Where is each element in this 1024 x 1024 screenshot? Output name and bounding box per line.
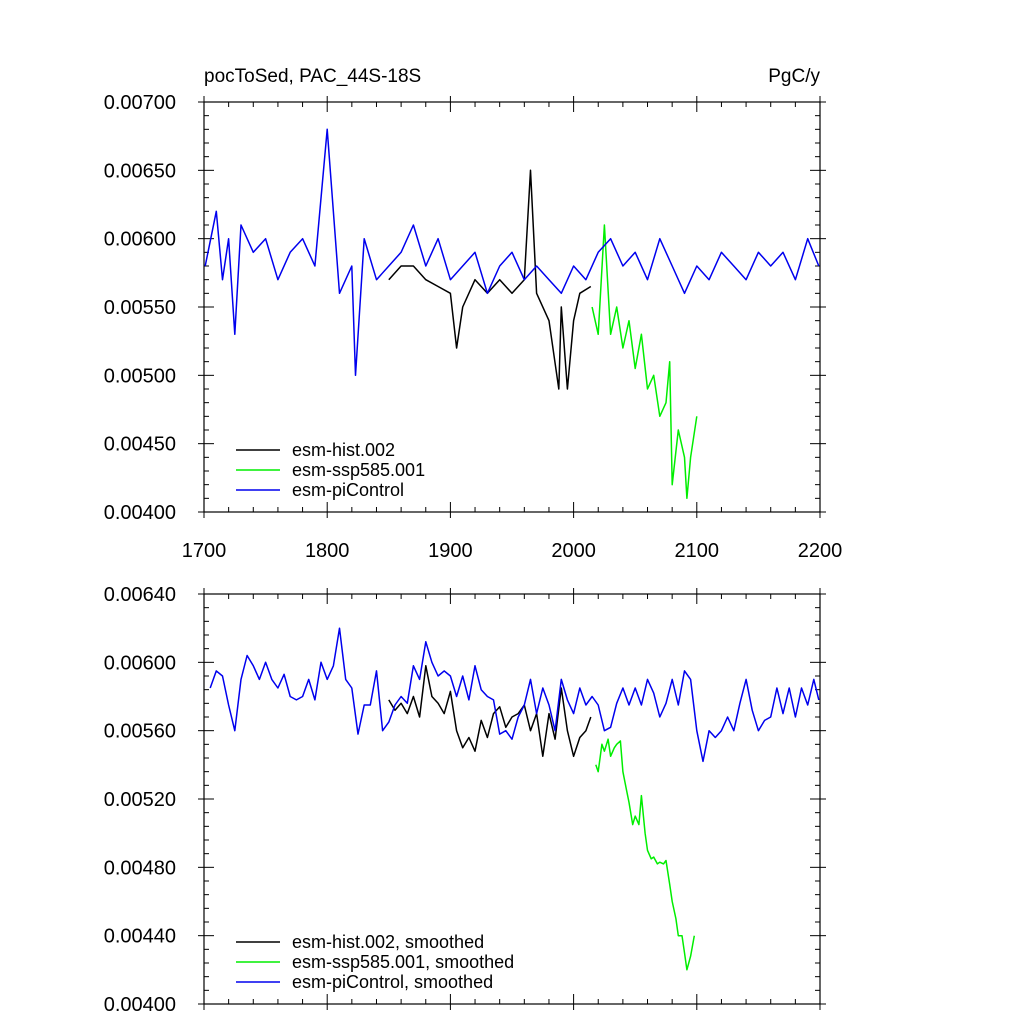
top-y-tick-label: 0.00550 <box>104 297 176 319</box>
top-series-line-2 <box>591 224 698 500</box>
bottom-legend-label-1: esm-hist.002, smoothed <box>292 932 484 952</box>
bottom-y-tick-label: 0.00600 <box>104 652 176 674</box>
top-y-tick-label: 0.00650 <box>104 160 176 182</box>
top-x-tick-label: 2000 <box>551 540 596 562</box>
top-series-line-1 <box>388 169 592 390</box>
top-x-tick-label: 2200 <box>798 540 843 562</box>
top-x-tick-label: 2100 <box>675 540 720 562</box>
top-x-tick-label: 1900 <box>428 540 473 562</box>
top-y-tick-label: 0.00450 <box>104 434 176 456</box>
top-x-tick-label: 1800 <box>305 540 350 562</box>
top-panel: pocToSed, PAC_44S-18S PgC/y 0.00400 0.004… <box>104 66 843 562</box>
bottom-y-tick-label: 0.00480 <box>104 857 176 879</box>
bottom-legend-label-2: esm-ssp585.001, smoothed <box>292 952 514 972</box>
top-y-tick-label: 0.00500 <box>104 365 176 387</box>
bottom-y-tick-label: 0.00400 <box>104 994 176 1016</box>
bottom-y-tick-label: 0.00640 <box>104 584 176 606</box>
top-legend-label-3: esm-piControl <box>292 480 404 500</box>
top-title-right: PgC/y <box>768 66 820 87</box>
bottom-series-line-3 <box>209 627 820 763</box>
top-y-tick-label: 0.00400 <box>104 502 176 524</box>
top-legend-label-2: esm-ssp585.001 <box>292 460 425 480</box>
bottom-series-line-1 <box>388 665 592 758</box>
bottom-series-line-2 <box>595 738 696 971</box>
top-legend-label-1: esm-hist.002 <box>292 440 395 460</box>
bottom-y-tick-label: 0.00520 <box>104 789 176 811</box>
bottom-y-tick-label: 0.00440 <box>104 926 176 948</box>
top-x-tick-label: 1700 <box>182 540 227 562</box>
top-series-line-3 <box>204 128 820 377</box>
top-title-left: pocToSed, PAC_44S-18S <box>204 66 421 87</box>
bottom-y-tick-label: 0.00560 <box>104 721 176 743</box>
bottom-legend-label-3: esm-piControl, smoothed <box>292 972 493 992</box>
bottom-panel: 0.00400 0.00440 0.00480 0.00520 0.00560 0.006… <box>104 584 826 1016</box>
top-y-tick-label: 0.00600 <box>104 229 176 251</box>
top-y-tick-label: 0.00700 <box>104 92 176 114</box>
